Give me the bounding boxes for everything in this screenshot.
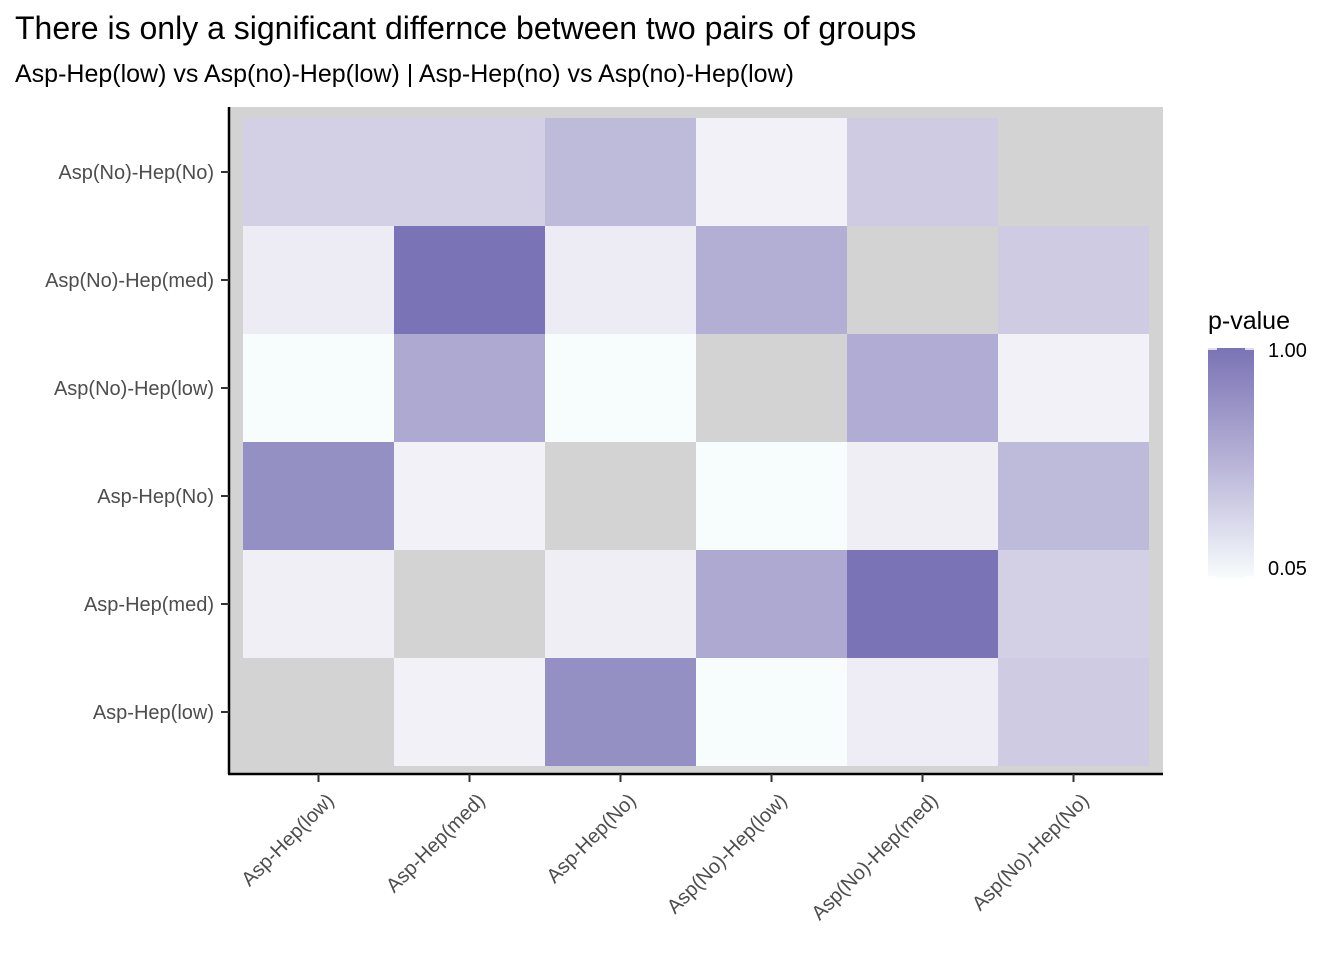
heatmap-cell — [243, 226, 394, 334]
heatmap-cell — [243, 118, 394, 226]
heatmap-cell — [696, 226, 847, 334]
heatmap-cell — [696, 442, 847, 550]
heatmap-cell — [998, 550, 1149, 658]
heatmap-cell — [394, 442, 545, 550]
heatmap-cell — [847, 226, 998, 334]
y-tick-label: Asp-Hep(low) — [93, 702, 214, 724]
heatmap-cell — [243, 550, 394, 658]
heatmap-cell — [394, 550, 545, 658]
heatmap-cell — [243, 658, 394, 766]
heatmap-cell — [243, 334, 394, 442]
y-tick-label: Asp-Hep(med) — [84, 594, 214, 616]
y-tick-label: Asp(No)-Hep(low) — [54, 378, 214, 400]
heatmap-cell — [998, 118, 1149, 226]
heatmap-cell — [998, 334, 1149, 442]
legend-max-label: 1.00 — [1268, 340, 1307, 362]
heatmap-cell — [696, 118, 847, 226]
chart-title: There is only a significant differnce be… — [15, 10, 917, 46]
heatmap-cell — [394, 658, 545, 766]
heatmap-cell — [545, 442, 696, 550]
heatmap-cell — [847, 658, 998, 766]
x-axis-ticks: Asp-Hep(low) Asp-Hep(med) Asp-Hep(No) Asp(N… — [237, 774, 1094, 925]
x-tick-label: Asp(No)-Hep(low) — [663, 790, 792, 919]
y-tick-label: Asp-Hep(No) — [97, 486, 214, 508]
heatmap-cell — [998, 226, 1149, 334]
legend-title: p-value — [1208, 307, 1290, 335]
y-axis-ticks: Asp(No)-Hep(No) Asp(No)-Hep(med) Asp(No)-H… — [45, 162, 229, 724]
y-tick-label: Asp(No)-Hep(No) — [58, 162, 214, 184]
heatmap-cell — [545, 334, 696, 442]
chart-subtitle: Asp-Hep(low) vs Asp(no)-Hep(low) | Asp-H… — [15, 60, 794, 88]
heatmap-cell — [998, 658, 1149, 766]
legend-colorbar — [1208, 348, 1254, 578]
heatmap-cell — [998, 442, 1149, 550]
x-tick-label: Asp-Hep(med) — [382, 790, 490, 898]
heatmap-cell — [847, 442, 998, 550]
heatmap-cell — [847, 550, 998, 658]
heatmap-cell — [696, 550, 847, 658]
x-tick-label: Asp-Hep(low) — [237, 790, 338, 891]
heatmap-cell — [696, 658, 847, 766]
x-tick-label: Asp(No)-Hep(med) — [808, 790, 943, 925]
heatmap-cells — [243, 118, 1149, 766]
heatmap-cell — [394, 334, 545, 442]
heatmap-cell — [545, 658, 696, 766]
legend-min-label: 0.05 — [1268, 558, 1307, 580]
y-tick-label: Asp(No)-Hep(med) — [45, 270, 214, 292]
heatmap-cell — [847, 118, 998, 226]
heatmap-cell — [696, 334, 847, 442]
heatmap-cell — [545, 118, 696, 226]
heatmap-cell — [394, 226, 545, 334]
heatmap-cell — [847, 334, 998, 442]
x-tick-label: Asp-Hep(No) — [543, 790, 641, 888]
heatmap-cell — [545, 550, 696, 658]
x-tick-label: Asp(No)-Hep(No) — [968, 790, 1094, 916]
heatmap-cell — [394, 118, 545, 226]
legend: p-value 1.00 0.05 — [1208, 307, 1307, 580]
heatmap-cell — [545, 226, 696, 334]
heatmap-cell — [243, 442, 394, 550]
